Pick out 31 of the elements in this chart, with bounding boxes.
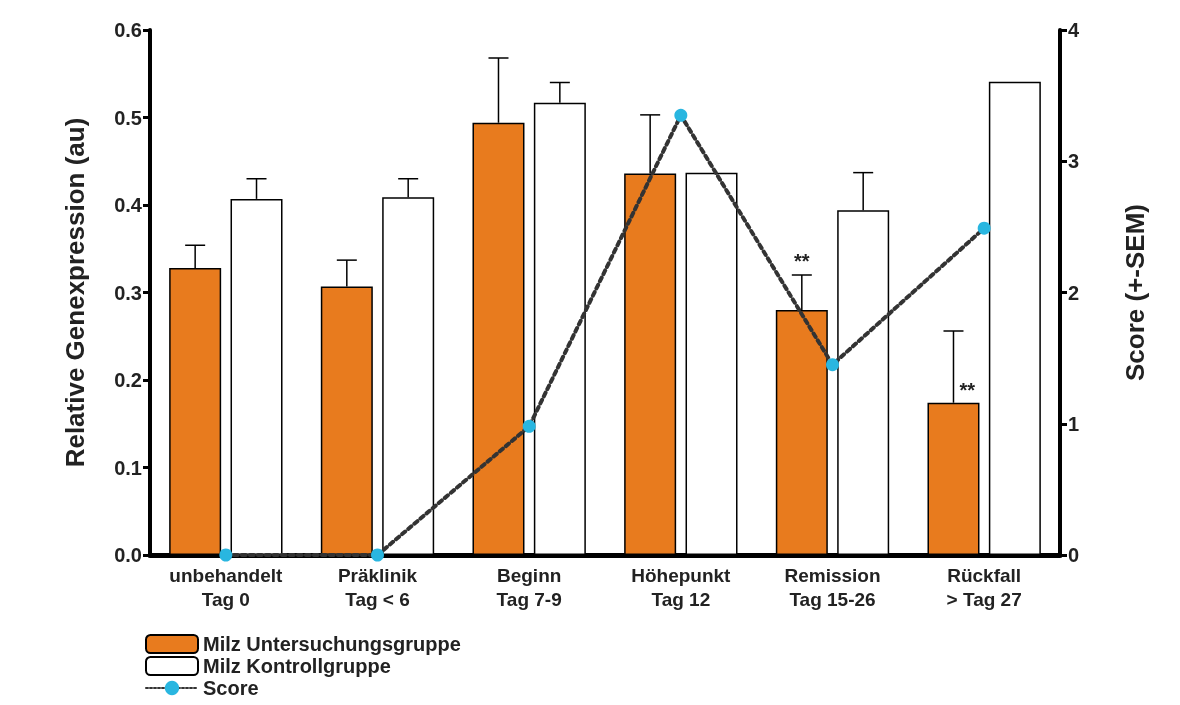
data-label: ** [794,250,810,272]
point [826,358,839,372]
x-tick-label: Beginn Tag 7-9 [496,564,562,610]
legend-label: Milz Kontrollgruppe [203,655,391,677]
x-tick-label: Präklinik Tag < 6 [337,564,418,610]
point [371,548,384,562]
y2-tick-label: 3 [1068,150,1080,173]
x-tick-label: unbehandelt Tag 0 [169,564,283,610]
y-tick-label: 0.5 [114,106,142,129]
y-axis-title: Relative Genexpression (au) [60,117,90,468]
point [977,221,991,235]
y2-tick-label: 1 [1068,412,1080,435]
data-label: ** [959,378,976,401]
y-tick-label: 0.6 [114,19,142,41]
point [522,419,536,433]
y-tick-label: 0.0 [114,544,142,566]
y2-tick-label: 2 [1068,281,1080,304]
y2-axis-title: Score (+-SEM) [1120,204,1150,381]
y-tick-label: 0.4 [114,194,143,216]
y2-tick-label: 0 [1068,544,1080,566]
legend-label: Milz Untersuchungsgruppe [203,633,461,655]
y-tick-label: 0.3 [114,281,142,304]
point [219,548,233,562]
x-tick-label: Höhepunkt Tag 12 [631,564,732,610]
y-tick-label: 0.1 [114,456,142,479]
point [674,108,688,122]
y2-tick-label: 4 [1068,19,1080,41]
y-tick-label: 0.2 [114,369,142,391]
x-tick-label: Remission Tag 15-26 [784,564,881,610]
legend-label: Score [203,677,259,699]
x-tick-label: Rückfall > Tag 27 [946,564,1022,610]
